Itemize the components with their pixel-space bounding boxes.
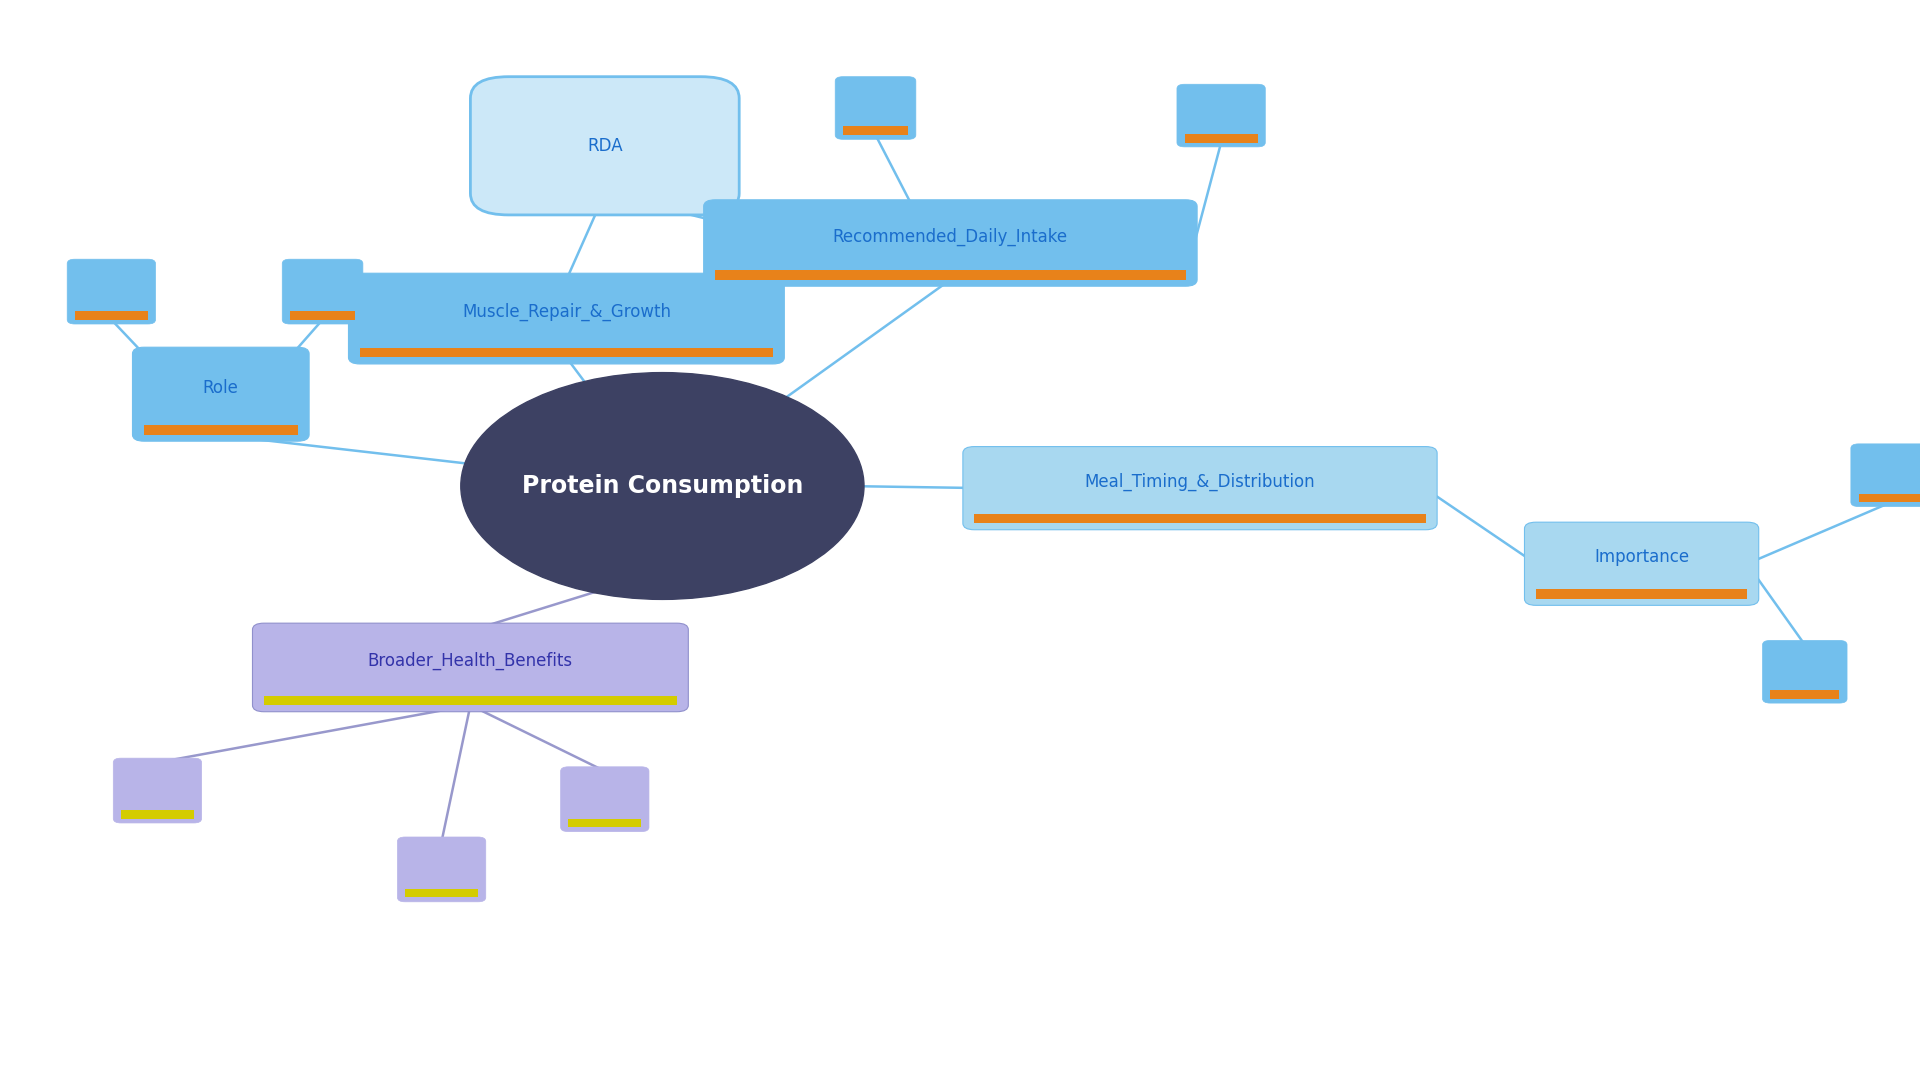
Circle shape xyxy=(461,373,864,599)
Bar xyxy=(1859,494,1920,502)
Text: Role: Role xyxy=(204,379,238,396)
Text: RDA: RDA xyxy=(588,137,622,154)
FancyBboxPatch shape xyxy=(67,259,156,324)
Text: Protein Consumption: Protein Consumption xyxy=(522,474,803,498)
Text: Meal_Timing_&_Distribution: Meal_Timing_&_Distribution xyxy=(1085,473,1315,490)
Bar xyxy=(121,810,194,819)
FancyBboxPatch shape xyxy=(397,837,486,902)
Text: Muscle_Repair_&_Growth: Muscle_Repair_&_Growth xyxy=(463,303,670,321)
Bar xyxy=(714,270,1185,280)
Bar xyxy=(1770,690,1839,699)
Bar xyxy=(1536,590,1747,598)
Bar xyxy=(290,311,355,320)
Text: Recommended_Daily_Intake: Recommended_Daily_Intake xyxy=(833,228,1068,245)
Bar xyxy=(975,513,1425,523)
Bar xyxy=(568,819,641,827)
FancyBboxPatch shape xyxy=(470,77,739,215)
FancyBboxPatch shape xyxy=(1763,640,1847,703)
FancyBboxPatch shape xyxy=(1524,523,1759,605)
FancyBboxPatch shape xyxy=(964,446,1436,529)
Bar xyxy=(265,696,678,705)
FancyBboxPatch shape xyxy=(132,348,309,441)
FancyBboxPatch shape xyxy=(349,273,783,364)
Bar xyxy=(144,424,298,434)
FancyBboxPatch shape xyxy=(561,767,649,832)
FancyBboxPatch shape xyxy=(282,259,363,324)
Bar xyxy=(75,311,148,320)
FancyBboxPatch shape xyxy=(113,758,202,823)
FancyBboxPatch shape xyxy=(1177,84,1265,147)
FancyBboxPatch shape xyxy=(703,200,1198,286)
FancyBboxPatch shape xyxy=(835,77,916,139)
FancyBboxPatch shape xyxy=(253,623,689,712)
FancyBboxPatch shape xyxy=(1851,444,1920,507)
Text: Broader_Health_Benefits: Broader_Health_Benefits xyxy=(369,652,572,670)
Bar xyxy=(361,348,772,357)
Text: Importance: Importance xyxy=(1594,549,1690,566)
Bar xyxy=(843,126,908,135)
Bar xyxy=(1185,134,1258,143)
Bar xyxy=(405,889,478,897)
